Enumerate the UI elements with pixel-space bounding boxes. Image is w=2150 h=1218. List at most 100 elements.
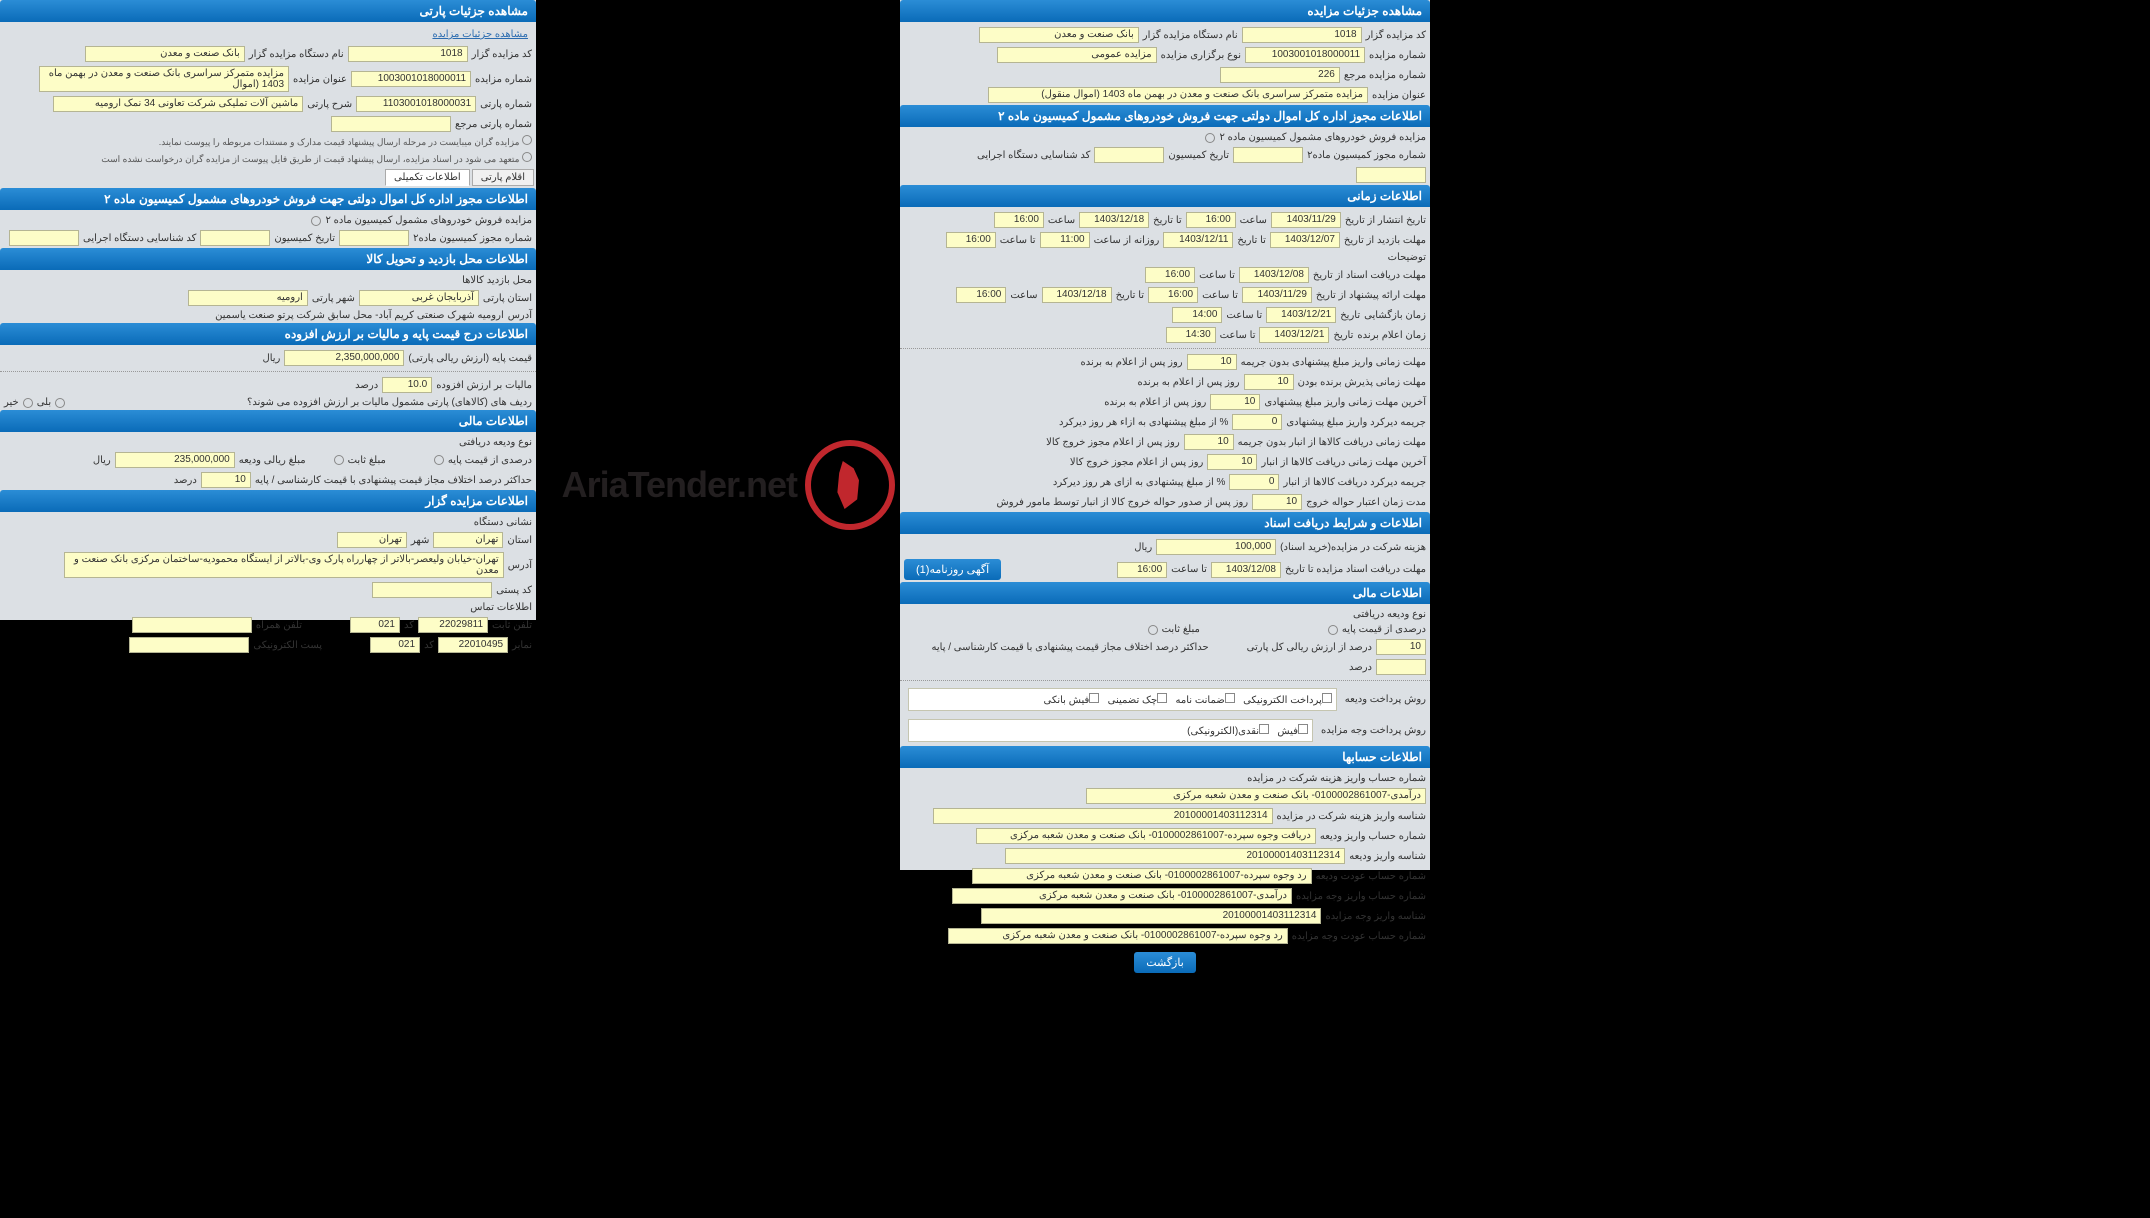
- accept-label: مهلت زمانی پذیرش برنده بودن: [1298, 377, 1426, 388]
- exec-code-value: [1356, 167, 1426, 183]
- acc5-value: رد وجوه سپرده-0100002861007- بانک صنعت و…: [972, 868, 1312, 884]
- p-car-sale-radio[interactable]: [311, 216, 321, 226]
- note2-radio[interactable]: [522, 152, 532, 162]
- unit2: روز پس از اعلام به برنده: [1137, 377, 1239, 388]
- offer-to-time: 16:00: [956, 287, 1006, 303]
- visit-to-date: 1403/12/11: [1163, 232, 1233, 248]
- mobile-label: تلفن همراه: [256, 620, 302, 631]
- prov2-value: تهران: [433, 532, 503, 548]
- pct-base-radio[interactable]: [1328, 625, 1338, 635]
- exec-code-label: کد شناسایی دستگاه اجرایی: [977, 150, 1090, 161]
- open-time: 14:00: [1172, 307, 1222, 323]
- dep-days-label: مهلت زمانی واریز مبلغ پیشنهادی بدون جریم…: [1241, 357, 1426, 368]
- visit-loc-label: محل بازدید کالاها: [462, 275, 532, 286]
- p-ref-label: شماره پارتی مرجع: [455, 119, 532, 130]
- auction-no-value: 1003001018000011: [1245, 47, 1365, 63]
- commission-header: اطلاعات مجوز اداره کل اموال دولتی جهت فر…: [900, 105, 1430, 127]
- goods-free-val: 10: [1184, 434, 1234, 450]
- doc-cond-header: اطلاعات و شرایط دریافت اسناد: [900, 512, 1430, 534]
- offer-from-date: 1403/11/29: [1242, 287, 1312, 303]
- auction-no-label: شماره مزایده: [1369, 50, 1426, 61]
- acc3-value: دریافت وجوه سپرده-0100002861007- بانک صن…: [976, 828, 1316, 844]
- tab-party-items[interactable]: اقلام پارتی: [472, 169, 534, 186]
- vat-q: ردیف های (کالاهای) پارتی مشمول مالیات بر…: [247, 397, 532, 408]
- vat-no-radio[interactable]: [23, 398, 33, 408]
- hr-label: ساعت: [1240, 215, 1267, 226]
- watermark-logo-icon: [805, 440, 895, 530]
- postal-value: [372, 582, 492, 598]
- slip-label: فیش بانکی: [1043, 695, 1089, 706]
- acc2-value: 20100001403112314: [933, 808, 1273, 824]
- ac-label: کد: [404, 620, 414, 631]
- slip-checkbox[interactable]: [1089, 693, 1099, 703]
- fixed-label: تلفن ثابت: [492, 620, 532, 631]
- daily-to-time: 16:00: [946, 232, 996, 248]
- acc6-label: شماره حساب واریز وجه مزایده: [1296, 891, 1426, 902]
- acc1-value: درآمدی-0100002861007- بانک صنعت و معدن ش…: [1086, 788, 1426, 804]
- pub-from-time: 16:00: [1186, 212, 1236, 228]
- dep-amt-value: 235,000,000: [115, 452, 235, 468]
- doc-until-time: 16:00: [1117, 562, 1167, 578]
- acc4-label: شناسه واریز ودیعه: [1349, 851, 1426, 862]
- city2-label: شهر: [411, 535, 430, 546]
- party-desc-value: ماشین آلات تملیکی شرکت تعاونی 34 نمک ارو…: [53, 96, 303, 112]
- acc2-label: شناسه واریز هزینه شرکت در مزایده: [1277, 811, 1426, 822]
- open-date: 1403/12/21: [1266, 307, 1336, 323]
- fee-label: هزینه شرکت در مزایده(خرید اسناد): [1280, 542, 1426, 553]
- base-price-label: قیمت پایه (ارزش ریالی پارتی): [408, 353, 532, 364]
- p-pct-base-radio[interactable]: [434, 455, 444, 465]
- p-fix-amt-radio[interactable]: [334, 455, 344, 465]
- note1: مزایده گران میبایست در مرحله ارسال پیشنه…: [159, 137, 520, 147]
- p-comm-date-label: تاریخ کمیسیون: [274, 233, 335, 244]
- exit-note-val: 10: [1252, 494, 1302, 510]
- newspaper-ad-button[interactable]: آگهی روزنامه(1): [904, 559, 1001, 580]
- back-button[interactable]: بازگشت: [1134, 952, 1196, 973]
- slip2-checkbox[interactable]: [1298, 724, 1308, 734]
- p-code-value: 1018: [348, 46, 468, 62]
- goods-last-label: آخرین مهلت زمانی دریافت کالاها از انبار: [1261, 457, 1426, 468]
- p-auc-no-value: 1003001018000011: [351, 71, 471, 87]
- acc3-label: شماره حساب واریز ودیعه: [1320, 831, 1426, 842]
- dep-amt-label: مبلغ ریالی ودیعه: [239, 455, 306, 466]
- visit-loc-header: اطلاعات محل بازدید و تحویل کالا: [0, 248, 536, 270]
- lbl-hr2: تا ساعت: [1202, 290, 1238, 301]
- comm-date-value: [1094, 147, 1164, 163]
- note1-radio[interactable]: [522, 135, 532, 145]
- goods-free-label: مهلت زمانی دریافت کالاها از انبار بدون ج…: [1238, 437, 1426, 448]
- p-ref-value: [331, 116, 451, 132]
- exit-note-label: مدت زمان اعتبار حواله خروج: [1306, 497, 1426, 508]
- fix-amt-label: مبلغ ثابت: [1162, 624, 1200, 635]
- acc7-label: شناسه واریز وجه مزایده: [1325, 911, 1426, 922]
- cash-e-checkbox[interactable]: [1259, 724, 1269, 734]
- slip2-label: فیش: [1277, 726, 1298, 737]
- unit5: روز پس از اعلام مجوز خروج کالا: [1070, 457, 1204, 468]
- date-lbl: تاریخ: [1340, 310, 1360, 321]
- view-auction-link[interactable]: مشاهده جزئیات مزایده: [428, 27, 532, 42]
- pct-value: 10: [1376, 639, 1426, 655]
- guarantee-label: ضمانت نامه: [1176, 695, 1225, 706]
- pct-base-label: درصدی از قیمت پایه: [1342, 624, 1426, 635]
- lbl-hr: تا ساعت: [1199, 270, 1235, 281]
- fix-amt-radio[interactable]: [1148, 625, 1158, 635]
- car-sale-radio[interactable]: [1205, 133, 1215, 143]
- p-comm-no-value: [339, 230, 409, 246]
- to-hr-label: تا ساعت: [1000, 235, 1036, 246]
- auction-details-panel: مشاهده جزئیات مزایده کد مزایده گزار 1018…: [900, 0, 1430, 870]
- time-info-header: اطلاعات زمانی: [900, 185, 1430, 207]
- dep-days: 10: [1187, 354, 1237, 370]
- acc1-label: شماره حساب واریز هزینه شرکت در مزایده: [1247, 773, 1426, 784]
- type-value: مزایده عمومی: [997, 47, 1157, 63]
- open-label: زمان بازگشایی: [1364, 310, 1426, 321]
- guarantee-checkbox[interactable]: [1225, 693, 1235, 703]
- postal-label: کد پستی: [496, 585, 532, 596]
- addr-value: ارومیه شهرک صنعتی کریم آباد- محل سابق شر…: [215, 310, 504, 321]
- cheque-label: چک تضمینی: [1108, 695, 1158, 706]
- epay-checkbox[interactable]: [1322, 693, 1332, 703]
- cheque-checkbox[interactable]: [1157, 693, 1167, 703]
- p-org-value: بانک صنعت و معدن: [85, 46, 245, 62]
- acc4-value: 20100001403112314: [1005, 848, 1345, 864]
- vat-yes-radio[interactable]: [55, 398, 65, 408]
- unit4: روز پس از اعلام مجوز خروج کالا: [1046, 437, 1180, 448]
- tab-extra-info[interactable]: اطلاعات تکمیلی: [385, 169, 470, 186]
- winner-date: 1403/12/21: [1259, 327, 1329, 343]
